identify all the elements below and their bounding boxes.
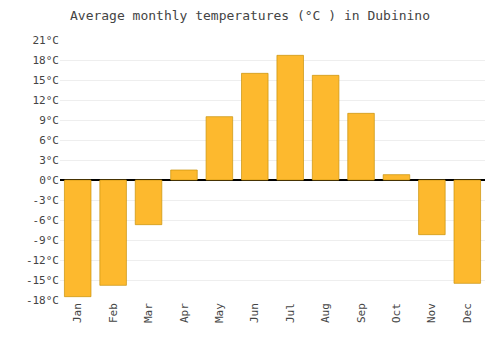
svg-text:Feb: Feb (107, 303, 120, 323)
svg-text:Sep: Sep (355, 303, 368, 323)
svg-text:-15°C: -15°C (26, 274, 59, 287)
svg-text:21°C: 21°C (33, 34, 60, 47)
svg-text:Jun: Jun (248, 303, 261, 323)
svg-text:3°C: 3°C (39, 154, 59, 167)
svg-text:9°C: 9°C (39, 114, 59, 127)
svg-text:Jul: Jul (284, 303, 297, 323)
svg-text:May: May (213, 303, 226, 323)
svg-text:Apr: Apr (178, 303, 191, 323)
svg-text:Dec: Dec (461, 303, 474, 323)
svg-text:12°C: 12°C (33, 94, 60, 107)
svg-text:-3°C: -3°C (33, 194, 60, 207)
svg-text:0°C: 0°C (39, 174, 59, 187)
svg-text:Jan: Jan (71, 303, 84, 323)
svg-text:Mar: Mar (142, 303, 155, 323)
svg-text:Average monthly temperatures (: Average monthly temperatures (°C ) in Du… (70, 8, 430, 23)
svg-text:Oct: Oct (390, 303, 403, 323)
svg-text:Aug: Aug (319, 303, 332, 323)
svg-text:-9°C: -9°C (33, 234, 60, 247)
svg-text:15°C: 15°C (33, 74, 60, 87)
svg-text:-6°C: -6°C (33, 214, 60, 227)
svg-text:18°C: 18°C (33, 54, 60, 67)
svg-text:-18°C: -18°C (26, 294, 59, 307)
svg-text:-12°C: -12°C (26, 254, 59, 267)
svg-text:6°C: 6°C (39, 134, 59, 147)
svg-text:Nov: Nov (425, 303, 438, 323)
